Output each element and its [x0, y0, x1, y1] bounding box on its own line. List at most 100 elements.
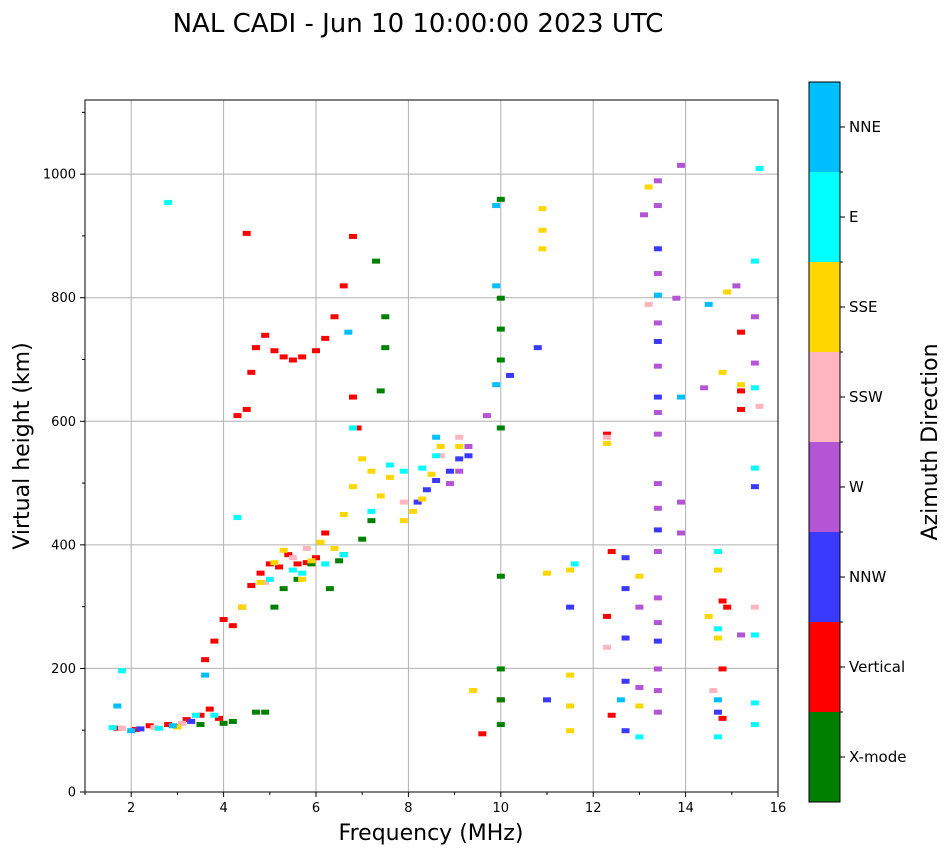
data-point-vertical	[321, 530, 330, 536]
data-point-e	[432, 453, 441, 459]
data-point-w	[653, 709, 662, 715]
data-point-vertical	[312, 555, 320, 561]
data-point-w	[732, 283, 741, 289]
x-tick-label: 8	[404, 801, 412, 816]
data-point-ssw	[399, 499, 408, 505]
y-tick-label: 200	[51, 662, 76, 677]
data-point-sse	[566, 567, 575, 573]
data-point-nnw	[653, 527, 662, 533]
data-point-sse	[348, 484, 357, 490]
colorbar-segment-vertical	[809, 622, 840, 712]
grid-layer	[85, 100, 778, 792]
data-point-w	[700, 385, 709, 391]
data-point-vertical	[478, 731, 487, 737]
data-point-w	[653, 595, 662, 601]
data-point-vertical	[737, 329, 746, 335]
data-point-w	[635, 684, 644, 690]
data-point-w	[653, 363, 662, 369]
y-tick-label: 1000	[43, 168, 76, 183]
data-point-sse	[469, 688, 478, 694]
colorbar-segment-x-mode	[809, 712, 840, 802]
data-point-sse	[538, 246, 547, 252]
data-point-nnw	[187, 718, 196, 724]
colorbar-label-sse: SSE	[849, 298, 878, 316]
data-point-vertical	[228, 623, 237, 629]
data-point-vertical	[348, 394, 357, 400]
data-point-ssw	[178, 720, 187, 726]
data-point-sse	[566, 703, 575, 709]
data-point-sse	[713, 567, 722, 573]
data-point-x-mode	[196, 722, 205, 728]
data-point-sse	[316, 539, 325, 545]
data-point-e	[750, 385, 759, 391]
data-point-nnw	[464, 453, 473, 459]
data-point-vertical	[348, 233, 357, 239]
colorbar-segment-e	[809, 172, 840, 262]
data-point-sse	[270, 560, 279, 566]
y-tick-label: 0	[68, 786, 76, 801]
data-point-w	[640, 212, 649, 218]
data-point-w	[653, 431, 662, 437]
data-point-vertical	[131, 726, 140, 732]
data-point-nnw	[750, 484, 759, 490]
colorbar-label-vertical: Vertical	[849, 658, 905, 676]
data-point-sse	[538, 206, 547, 212]
data-point-nnw	[455, 456, 464, 462]
data-point-sse	[543, 570, 551, 576]
data-point-x-mode	[496, 326, 505, 332]
y-axis-ticks: 0 200 400 600 800 1000	[43, 111, 85, 801]
data-point-e	[385, 462, 394, 468]
data-point-x-mode	[496, 722, 505, 728]
data-point-sse	[538, 227, 547, 233]
y-axis-label: Virtual height (km)	[10, 342, 35, 549]
data-point-nnw	[713, 709, 722, 715]
data-point-nne	[432, 434, 441, 440]
data-point-w	[445, 481, 454, 487]
data-point-vertical	[164, 722, 173, 728]
data-point-vertical	[737, 388, 746, 394]
data-point-e	[367, 508, 376, 514]
colorbar-label-nnw: NNW	[849, 568, 886, 586]
data-point-nnw	[533, 345, 542, 351]
data-point-e	[399, 468, 408, 474]
data-point-vertical	[718, 666, 727, 672]
data-point-e	[750, 632, 759, 638]
data-point-sse	[713, 635, 722, 641]
data-point-sse	[737, 382, 746, 388]
data-point-w	[750, 360, 759, 366]
data-point-vertical	[182, 717, 191, 723]
data-point-nne	[344, 329, 353, 335]
data-point-e	[288, 567, 297, 573]
data-point-vertical	[718, 598, 727, 604]
colorbar-segment-w	[809, 442, 840, 532]
data-point-sse	[436, 444, 445, 449]
data-point-x-mode	[496, 357, 505, 363]
colorbar-label-ssw: SSW	[849, 388, 883, 406]
data-point-vertical	[270, 348, 279, 354]
data-point-nnw	[621, 635, 630, 641]
data-point-x-mode	[279, 586, 288, 592]
data-point-x-mode	[372, 258, 381, 264]
data-point-vertical	[284, 552, 293, 558]
data-point-w	[653, 620, 662, 626]
data-point-x-mode	[367, 518, 376, 524]
data-point-w	[653, 203, 662, 209]
data-point-ssw	[288, 555, 297, 561]
data-point-vertical	[196, 712, 205, 718]
data-point-vertical	[214, 715, 223, 721]
plot-frame	[84, 99, 779, 793]
data-point-vertical	[603, 613, 612, 619]
data-point-nnw	[621, 678, 630, 684]
data-point-vertical	[603, 431, 612, 437]
data-point-sse	[385, 474, 394, 480]
data-point-nnw	[445, 468, 454, 474]
data-point-w	[653, 666, 662, 672]
data-point-sse	[376, 493, 385, 499]
data-point-nne	[704, 301, 713, 307]
data-point-vertical	[321, 335, 330, 341]
data-point-w	[676, 499, 685, 505]
data-point-e	[233, 515, 242, 521]
data-point-nne	[113, 703, 122, 709]
data-point-x-mode	[261, 709, 270, 715]
